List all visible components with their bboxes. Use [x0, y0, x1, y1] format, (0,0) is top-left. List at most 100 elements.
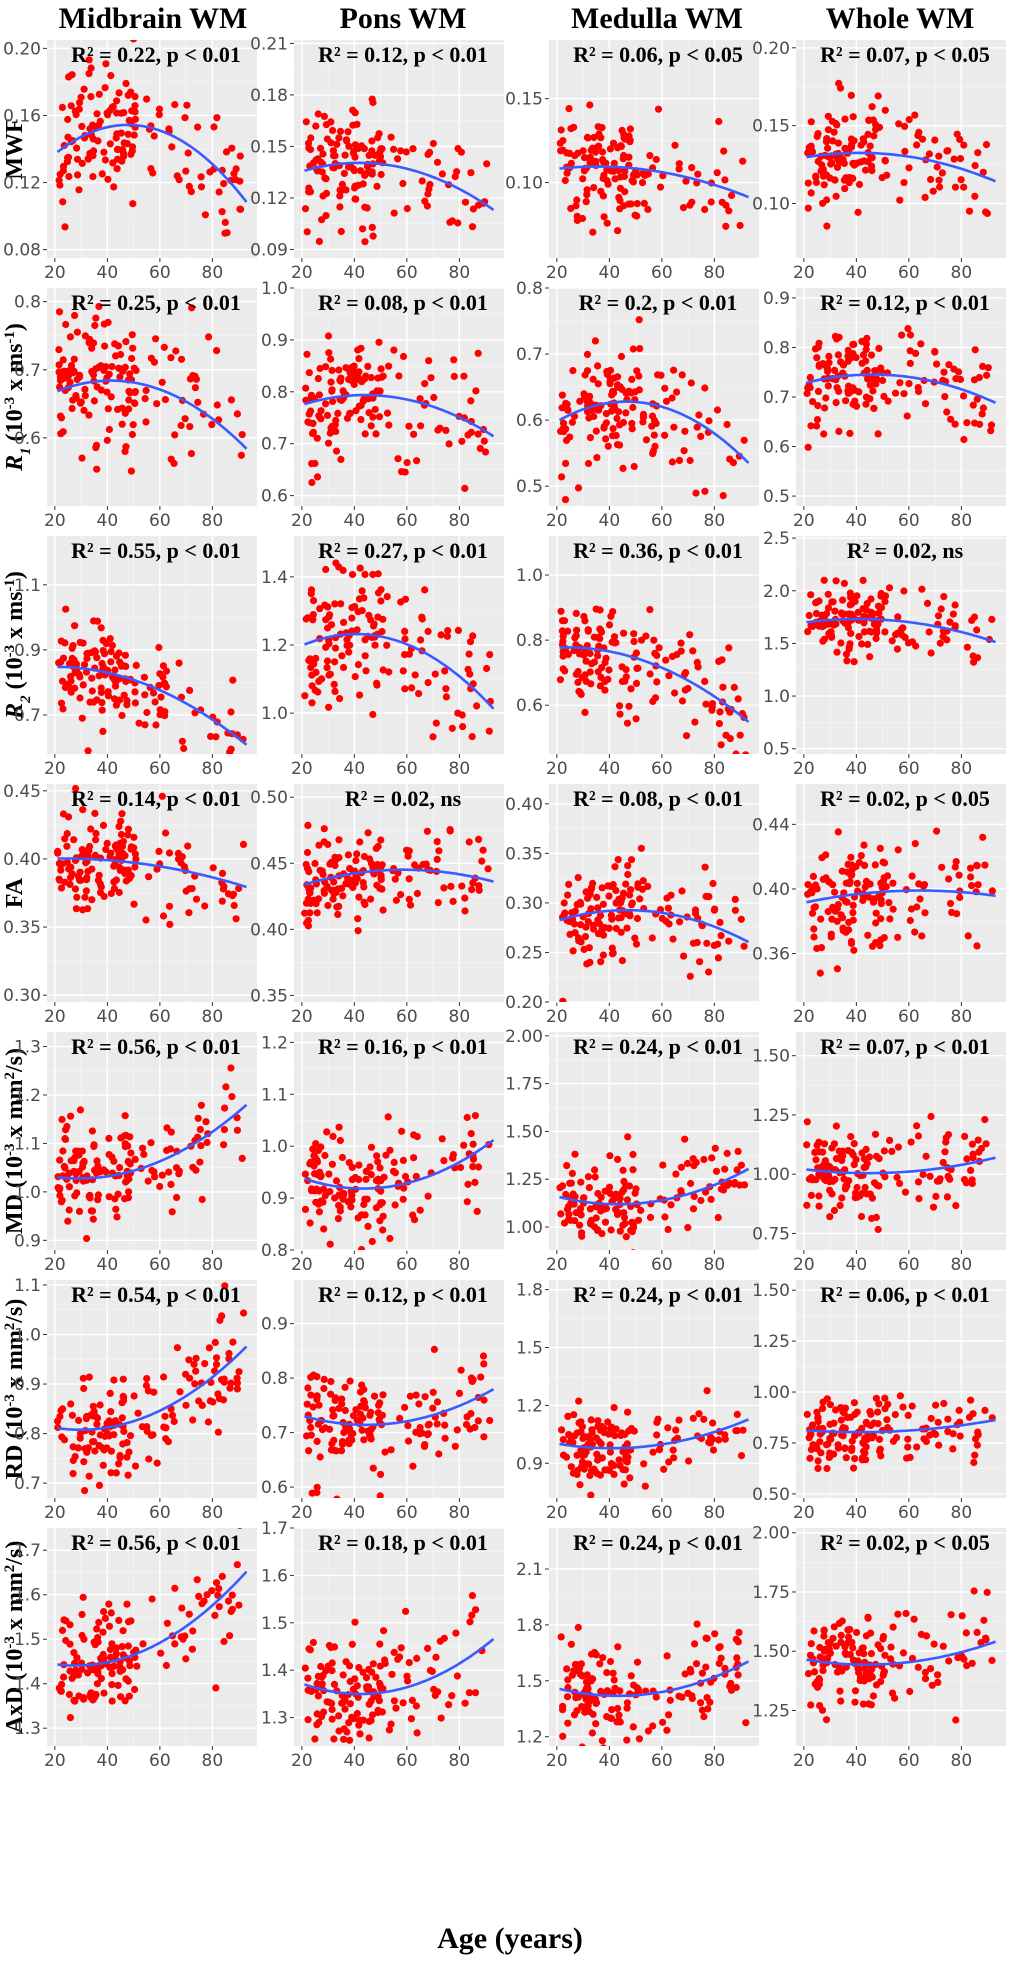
fit-curve — [304, 1139, 495, 1190]
x-tick-label: 80 — [951, 759, 973, 779]
data-point — [90, 1141, 98, 1149]
data-point — [711, 905, 719, 913]
data-point — [193, 1576, 201, 1584]
data-point — [385, 362, 393, 370]
data-point — [616, 184, 625, 192]
data-point — [359, 1668, 367, 1676]
data-point — [608, 915, 616, 923]
data-point — [87, 1207, 95, 1215]
data-point — [811, 903, 820, 911]
data-point — [185, 909, 193, 917]
data-point — [376, 1492, 384, 1498]
data-point — [875, 123, 884, 131]
data-point — [65, 1183, 73, 1191]
data-point — [817, 944, 826, 952]
data-point — [612, 639, 620, 647]
y-tick-label: 0.10 — [505, 174, 543, 194]
data-point — [73, 328, 81, 336]
data-point — [373, 1152, 381, 1160]
data-point — [563, 1162, 571, 1170]
data-point — [582, 923, 590, 931]
data-point — [228, 892, 236, 900]
data-point — [697, 1699, 705, 1707]
data-point — [175, 659, 183, 667]
data-point — [468, 886, 476, 894]
data-point — [160, 1423, 168, 1431]
data-point — [67, 102, 75, 110]
data-point — [115, 888, 123, 897]
data-point — [599, 900, 608, 908]
data-point — [465, 1689, 473, 1697]
data-point — [66, 1621, 74, 1629]
data-point — [328, 1160, 336, 1168]
data-point — [336, 695, 344, 703]
data-point — [573, 1451, 581, 1459]
data-point — [621, 1219, 629, 1227]
data-point — [68, 404, 76, 413]
data-point — [477, 1373, 485, 1381]
data-point — [576, 689, 584, 697]
data-point — [864, 640, 872, 649]
data-point — [125, 396, 133, 404]
data-point — [466, 638, 475, 646]
data-point — [576, 921, 585, 929]
panel-background — [549, 1528, 759, 1746]
data-point — [934, 1418, 942, 1426]
data-point — [220, 1126, 228, 1134]
data-point — [412, 1702, 420, 1710]
data-point — [103, 388, 111, 396]
data-point — [181, 114, 189, 122]
data-point — [465, 650, 473, 658]
data-point — [653, 651, 661, 660]
data-point — [565, 105, 573, 113]
data-point — [906, 916, 914, 925]
stat-annotation: R² = 0.02, ns — [345, 786, 462, 811]
data-point — [192, 895, 201, 903]
data-point — [78, 1665, 86, 1674]
data-point — [416, 395, 424, 403]
data-point — [346, 1736, 354, 1744]
data-point — [106, 140, 114, 148]
data-point — [233, 1385, 241, 1393]
data-point — [718, 656, 726, 664]
data-point — [575, 937, 583, 945]
data-point — [66, 378, 74, 386]
data-point — [122, 677, 130, 686]
panel-rd-4: 20 40 60 800.500.751.001.251.50 R² = 0.06, p… — [752, 1280, 1006, 1523]
data-point — [309, 1403, 317, 1411]
data-point — [815, 1192, 823, 1200]
stat-annotation: R² = 0.36, p < 0.01 — [573, 538, 743, 563]
data-point — [830, 621, 838, 629]
data-point — [578, 1423, 587, 1431]
x-tick-label: 40 — [344, 1255, 366, 1275]
data-point — [106, 1389, 114, 1397]
data-point — [302, 118, 310, 126]
data-point — [830, 1419, 838, 1427]
data-point — [590, 133, 598, 142]
data-point — [862, 340, 871, 348]
data-point — [594, 668, 602, 676]
x-tick-label: 60 — [898, 263, 920, 283]
data-point — [722, 731, 730, 739]
data-point — [131, 863, 139, 871]
y-tick-label: 0.09 — [250, 240, 288, 260]
data-point — [96, 1401, 104, 1409]
data-point — [840, 159, 848, 167]
data-point — [607, 1460, 616, 1468]
data-point — [807, 591, 815, 599]
data-point — [232, 915, 240, 923]
data-point — [660, 1465, 668, 1473]
data-point — [828, 598, 836, 606]
data-point — [184, 149, 192, 157]
data-point — [809, 398, 817, 406]
data-point — [847, 939, 856, 948]
data-point — [578, 1232, 586, 1240]
data-point — [815, 1202, 823, 1210]
data-point — [472, 1606, 480, 1614]
data-point — [616, 383, 624, 391]
data-point — [830, 128, 838, 136]
data-point — [445, 1701, 453, 1709]
data-point — [106, 1653, 115, 1661]
data-point — [212, 1360, 221, 1368]
